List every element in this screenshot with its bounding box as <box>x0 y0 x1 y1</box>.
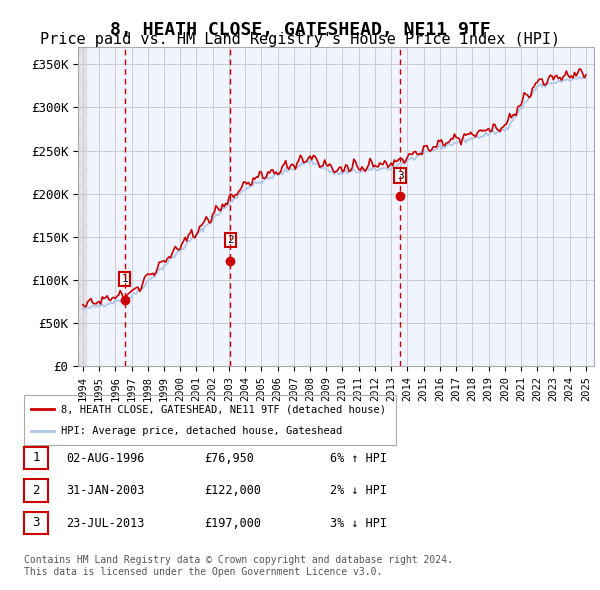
Text: £122,000: £122,000 <box>204 484 261 497</box>
Text: 8, HEATH CLOSE, GATESHEAD, NE11 9TF (detached house): 8, HEATH CLOSE, GATESHEAD, NE11 9TF (det… <box>61 404 386 414</box>
Text: 8, HEATH CLOSE, GATESHEAD, NE11 9TF: 8, HEATH CLOSE, GATESHEAD, NE11 9TF <box>110 21 490 39</box>
Text: 02-AUG-1996: 02-AUG-1996 <box>66 452 145 465</box>
Text: 1: 1 <box>121 274 128 284</box>
Text: HPI: Average price, detached house, Gateshead: HPI: Average price, detached house, Gate… <box>61 427 343 437</box>
Text: Contains HM Land Registry data © Crown copyright and database right 2024.
This d: Contains HM Land Registry data © Crown c… <box>24 555 453 577</box>
Text: 1: 1 <box>32 451 40 464</box>
Text: 23-JUL-2013: 23-JUL-2013 <box>66 517 145 530</box>
Text: 3: 3 <box>32 516 40 529</box>
Text: 31-JAN-2003: 31-JAN-2003 <box>66 484 145 497</box>
Text: 2: 2 <box>32 484 40 497</box>
Text: £76,950: £76,950 <box>204 452 254 465</box>
Text: £197,000: £197,000 <box>204 517 261 530</box>
Bar <box>75 47 86 366</box>
Text: 6% ↑ HPI: 6% ↑ HPI <box>330 452 387 465</box>
Text: 3: 3 <box>397 171 403 181</box>
Text: 3% ↓ HPI: 3% ↓ HPI <box>330 517 387 530</box>
Text: Price paid vs. HM Land Registry's House Price Index (HPI): Price paid vs. HM Land Registry's House … <box>40 32 560 47</box>
Text: 2% ↓ HPI: 2% ↓ HPI <box>330 484 387 497</box>
Text: 2: 2 <box>227 235 233 245</box>
